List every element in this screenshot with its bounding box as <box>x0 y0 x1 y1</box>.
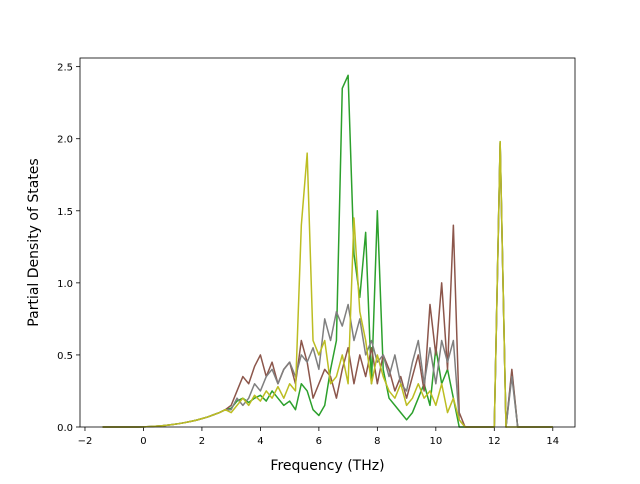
y-axis-label: Partial Density of States <box>26 158 42 326</box>
series-line <box>102 74 553 428</box>
x-tick-label: 10 <box>429 436 442 447</box>
x-tick-label: 2 <box>199 436 205 447</box>
y-tick-label: 2.0 <box>57 135 73 146</box>
x-tick-label: 4 <box>257 436 263 447</box>
y-tick-label: 0.0 <box>57 423 73 434</box>
y-tick-label: 2.5 <box>57 63 73 74</box>
x-tick-label: 0 <box>140 436 146 447</box>
x-axis-label: Frequency (THz) <box>270 458 384 474</box>
x-tick-label: 12 <box>488 436 501 447</box>
x-tick-label: 8 <box>374 436 380 447</box>
y-tick-label: 0.5 <box>57 351 73 362</box>
y-tick-label: 1.0 <box>57 279 73 290</box>
plot-frame <box>79 57 576 428</box>
x-tick-label: 14 <box>546 436 559 447</box>
x-tick-label: 6 <box>316 436 322 447</box>
y-tick-label: 1.5 <box>57 207 73 218</box>
x-tick-label: −2 <box>78 436 93 447</box>
